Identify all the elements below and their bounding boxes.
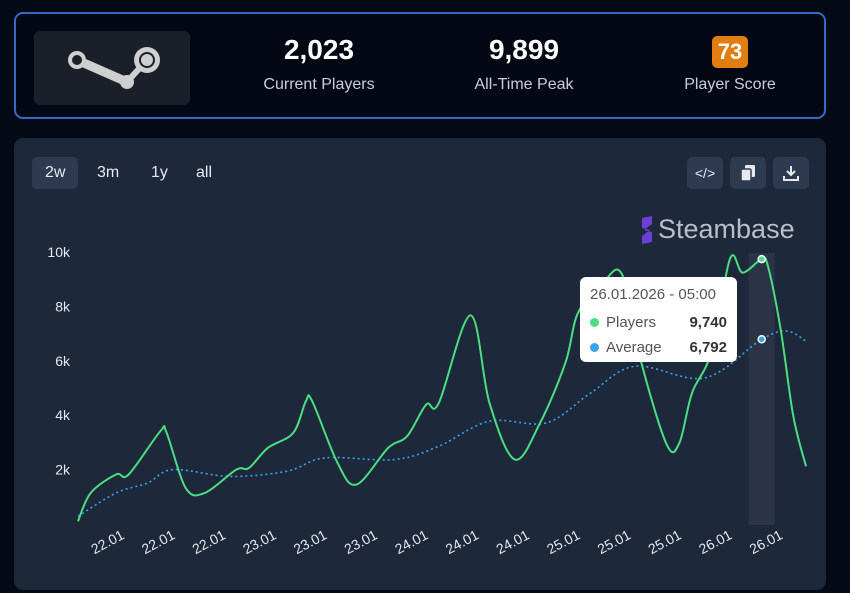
steambase-watermark: Steambase [638,214,795,245]
chart-tooltip: 26.01.2026 - 05:00 Players 9,740 Average 6… [580,277,737,362]
download-icon [783,166,799,181]
x-tick-label: 25.01 [645,526,684,557]
player-score-label: Player Score [684,76,776,93]
current-players-label: Current Players [263,76,375,93]
x-tick-label: 23.01 [291,526,330,557]
highlight-point-average [757,335,766,344]
x-tick-label: 22.01 [139,526,178,557]
y-tick-label: 6k [55,353,71,369]
series-line-average [77,330,807,518]
y-tick-label: 10k [47,244,71,260]
x-tick-label: 25.01 [544,526,583,557]
steambase-logo-icon [642,215,652,244]
all-time-peak-stat: 9,899 All-Time Peak [434,32,614,94]
x-tick-label: 22.01 [190,526,229,557]
tooltip-date: 26.01.2026 - 05:00 [590,286,716,303]
x-tick-label: 24.01 [493,526,532,557]
tooltip-players-row: Players 9,740 [590,310,727,335]
highlight-point-players [757,254,766,264]
players-dot-icon [590,318,599,327]
current-players-value: 2,023 [283,34,355,65]
range-1y-button[interactable]: 1y [151,164,168,181]
stats-panel: 2,023 Current Players 9,899 All-Time Pea… [14,12,826,119]
steam-icon [68,47,160,89]
x-tick-label: 23.01 [341,526,380,557]
range-2w-button[interactable]: 2w [32,157,79,189]
x-tick-label: 26.01 [747,526,786,557]
x-tick-label: 26.01 [696,526,735,557]
player-score-stat: 73 Player Score [640,32,820,94]
highlight-band [748,253,775,525]
range-3m-button[interactable]: 3m [97,164,120,181]
tooltip-average-value: 6,792 [689,339,727,356]
x-tick-label: 22.01 [88,526,127,557]
range-all-button[interactable]: all [196,164,213,181]
copy-icon [741,165,755,181]
x-tick-label: 24.01 [392,526,431,557]
y-tick-label: 8k [55,298,71,314]
tooltip-players-value: 9,740 [689,314,727,331]
x-tick-label: 24.01 [443,526,482,557]
steam-logo [34,31,190,105]
y-tick-label: 2k [55,462,71,478]
embed-code-button[interactable]: </> [687,157,723,189]
code-icon: </> [694,165,716,181]
player-score-badge: 73 [711,36,749,68]
tooltip-average-row: Average 6,792 [590,335,727,360]
all-time-peak-value: 9,899 [488,34,560,65]
x-tick-label: 23.01 [240,526,279,557]
chart-card: 2w 3m 1y all </> [14,138,826,590]
download-button[interactable] [773,157,809,189]
current-players-stat: 2,023 Current Players [229,32,409,94]
y-tick-label: 4k [55,407,71,423]
average-dot-icon [590,343,599,352]
x-tick-label: 25.01 [595,526,634,557]
all-time-peak-label: All-Time Peak [474,76,574,93]
copy-button[interactable] [730,157,766,189]
